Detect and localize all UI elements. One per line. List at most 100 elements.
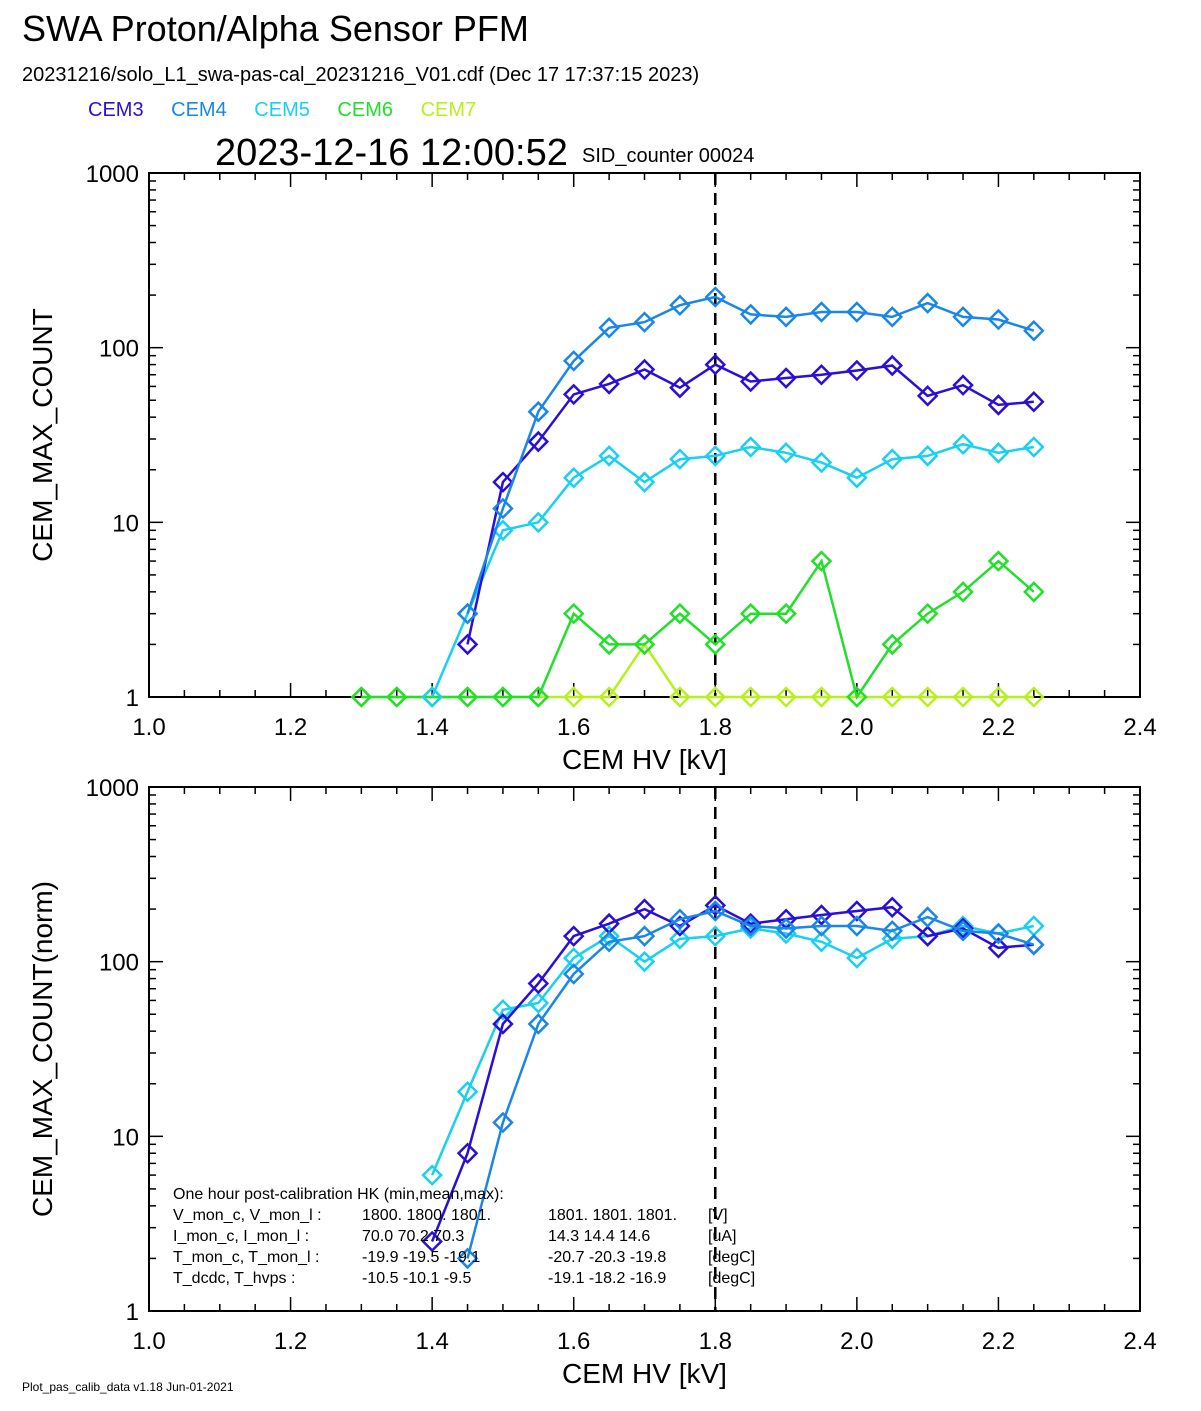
data-point: [775, 686, 797, 708]
data-point: [704, 286, 727, 308]
data-point: [492, 999, 514, 1021]
x-tick-label: 2.0: [840, 1328, 873, 1355]
hk-row-values-a: 1800. 1800. 1801.: [362, 1207, 491, 1224]
data-point: [810, 930, 833, 953]
data-point: [987, 686, 1010, 708]
data-point: [775, 602, 797, 625]
data-point: [669, 908, 691, 930]
legend-item-cem4: CEM4: [171, 99, 227, 121]
x-tick-label: 1.6: [557, 714, 590, 741]
data-point: [598, 930, 620, 953]
data-point: [492, 686, 514, 708]
hk-annotation: One hour post-calibration HK (min,mean,m…: [173, 1186, 755, 1287]
data-point: [704, 894, 727, 917]
data-point: [916, 292, 939, 314]
data-point: [633, 311, 656, 333]
data-point: [704, 633, 727, 656]
data-point: [704, 686, 727, 708]
data-point: [810, 686, 833, 708]
data-point: [916, 686, 939, 708]
hk-row-unit: [degC]: [708, 1249, 755, 1266]
data-point: [775, 442, 797, 464]
data-point: [1023, 391, 1045, 413]
hk-row-unit: [V]: [708, 1207, 728, 1224]
x-axis-label: CEM HV [kV]: [562, 1358, 727, 1389]
data-point: [810, 301, 833, 323]
data-point: [952, 581, 974, 603]
data-point: [704, 445, 727, 467]
x-tick-label: 2.4: [1123, 714, 1156, 741]
data-point: [704, 353, 727, 376]
data-point: [421, 1164, 443, 1186]
data-point: [739, 912, 762, 935]
data-point: [492, 1013, 514, 1035]
data-point: [952, 306, 974, 328]
data-point: [1023, 436, 1045, 458]
data-point: [1023, 581, 1045, 603]
data-point: [456, 1142, 479, 1165]
data-point: [669, 448, 691, 470]
data-point: [669, 294, 691, 316]
hk-row-values-b: -20.7 -20.3 -19.8: [548, 1249, 666, 1266]
data-point: [562, 947, 585, 969]
data-point: [739, 436, 762, 458]
data-point: [846, 900, 868, 922]
data-point: [846, 301, 868, 323]
data-point: [952, 374, 974, 396]
legend-item-cem7: CEM7: [420, 99, 477, 121]
data-point: [987, 550, 1010, 572]
data-point: [952, 433, 974, 455]
data-point: [562, 383, 585, 406]
data-point: [739, 915, 762, 937]
data-point: [492, 471, 514, 493]
data-point: [916, 925, 939, 947]
plot-frame: [148, 172, 1141, 698]
series-line: [430, 903, 1034, 1242]
legend-item-cem6: CEM6: [337, 99, 393, 121]
data-point: [739, 370, 762, 393]
sid-counter: SID_counter 00024: [582, 145, 755, 167]
y-axis-label: CEM_MAX_COUNT(norm): [27, 881, 58, 1217]
legend-item-cem5: CEM5: [254, 99, 310, 121]
x-tick-label: 1.0: [132, 1328, 165, 1355]
data-point: [987, 937, 1010, 959]
x-tick-label: 2.0: [840, 714, 873, 741]
timestamp: 2023-12-16 12:00:52: [215, 132, 568, 174]
data-point: [775, 917, 797, 940]
data-point: [987, 922, 1010, 945]
data-point: [810, 363, 833, 386]
data-point: [987, 442, 1010, 464]
data-point: [881, 896, 904, 918]
data-point: [1023, 915, 1045, 937]
data-point: [421, 686, 443, 708]
data-point: [633, 358, 656, 381]
hk-row-values-b: -19.1 -18.2 -16.9: [548, 1270, 666, 1287]
data-point: [952, 917, 974, 940]
y-tick-label: 100: [99, 950, 139, 977]
data-point: [739, 602, 762, 625]
data-point: [846, 915, 868, 937]
data-point: [492, 1111, 514, 1134]
x-tick-label: 2.2: [982, 714, 1015, 741]
data-point: [881, 448, 904, 470]
data-point: [633, 898, 656, 920]
x-tick-label: 1.2: [274, 1328, 307, 1355]
data-point: [669, 376, 691, 399]
hk-row-values-a: -19.9 -19.5 -19.1: [362, 1249, 480, 1266]
series-cem5: [421, 915, 1045, 1186]
data-point: [952, 686, 974, 708]
data-point: [952, 915, 974, 937]
y-tick-label: 100: [99, 336, 139, 363]
data-point: [881, 686, 904, 708]
hk-row-values-b: 14.3 14.4 14.6: [548, 1228, 650, 1245]
data-point: [633, 925, 656, 947]
data-point: [1023, 319, 1045, 342]
data-point: [987, 308, 1010, 331]
data-point: [810, 451, 833, 474]
data-point: [492, 497, 514, 520]
data-point: [633, 471, 656, 493]
data-point: [527, 400, 550, 423]
hk-row-values-b: 1801. 1801. 1801.: [548, 1207, 677, 1224]
file-subtitle: 20231216/solo_L1_swa-pas-cal_20231216_V0…: [22, 64, 700, 86]
data-point: [527, 686, 550, 708]
